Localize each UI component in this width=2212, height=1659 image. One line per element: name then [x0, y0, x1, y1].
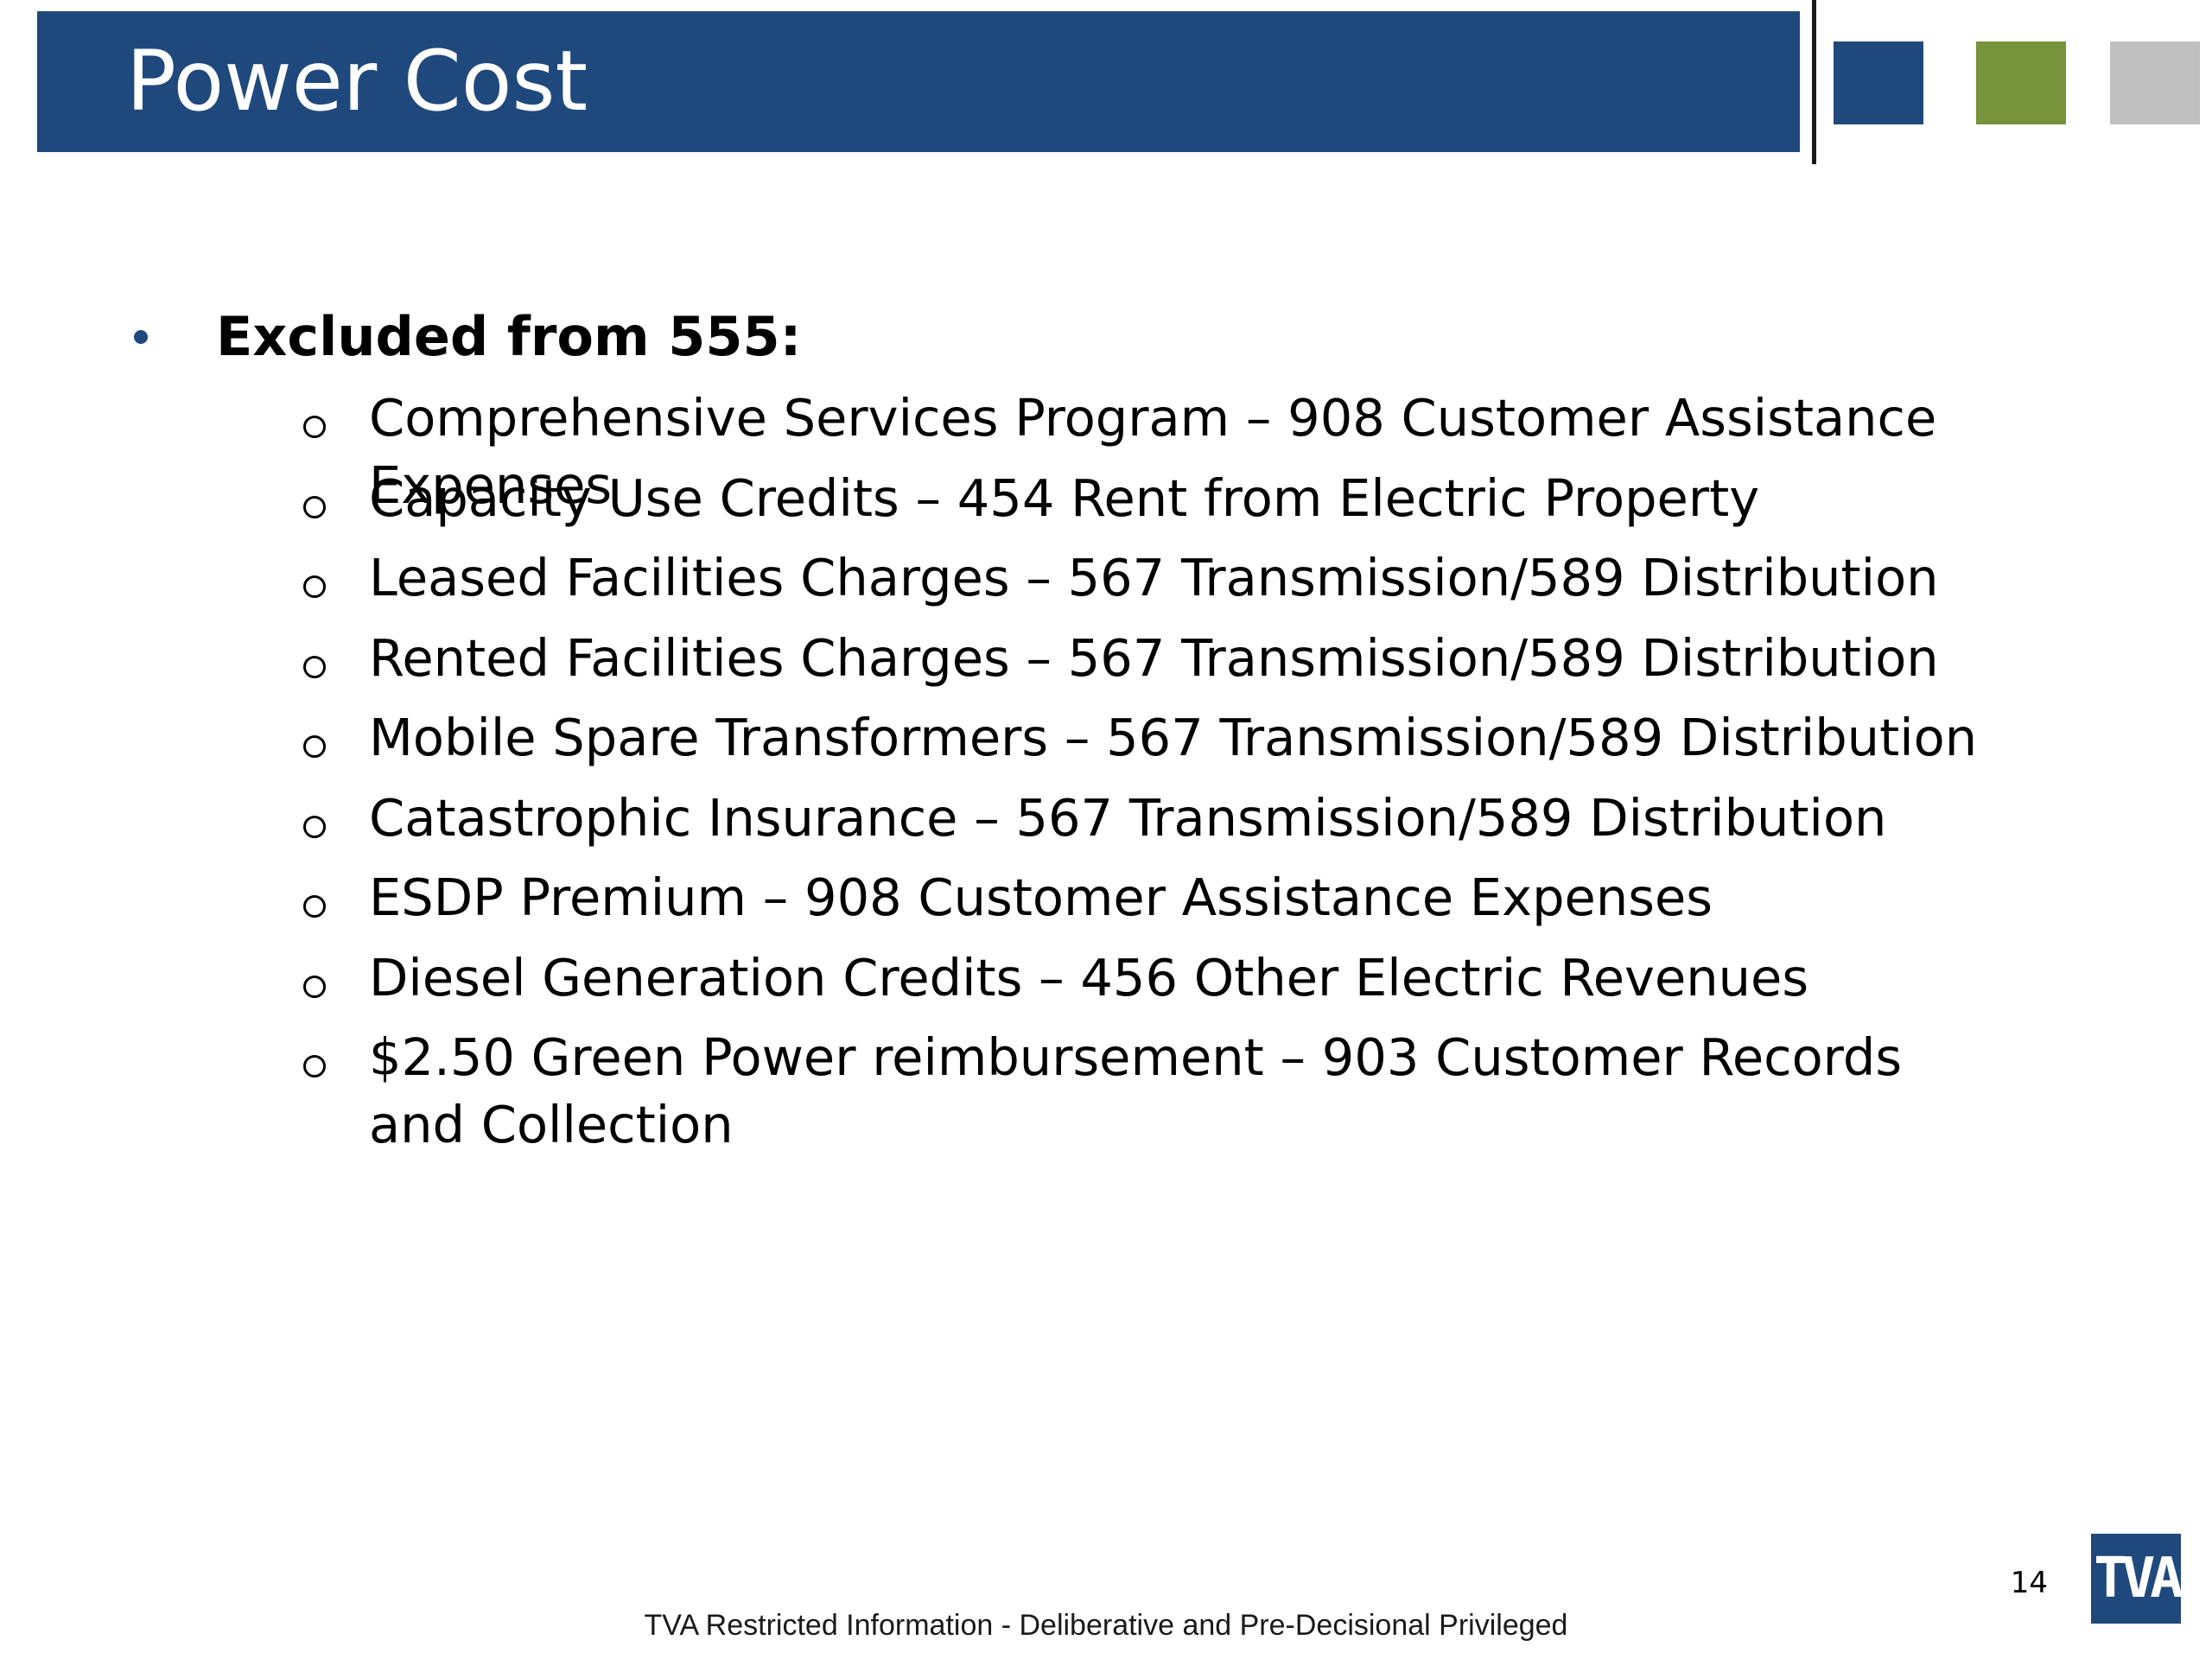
circle-bullet-icon [303, 1055, 326, 1077]
list-item-text: Capacity Use Credits – 454 Rent from Ele… [369, 468, 1760, 528]
footer-text: TVA Restricted Information - Deliberativ… [644, 1609, 1568, 1642]
circle-bullet-icon [303, 656, 326, 678]
tva-logo: TVA [2091, 1534, 2183, 1624]
decor-square-green [1976, 41, 2066, 124]
list-item-text: Mobile Spare Transformers – 567 Transmis… [369, 708, 1978, 767]
page-number: 14 [2010, 1566, 2048, 1600]
title-bar: Power Cost [37, 11, 1800, 152]
circle-bullet-icon [303, 416, 326, 438]
circle-bullet-icon [303, 575, 326, 598]
decor-square-gray [2110, 41, 2200, 124]
circle-bullet-icon [303, 496, 326, 518]
list-item-text: Rented Facilities Charges – 567 Transmis… [369, 628, 1939, 688]
list-item-text: ESDP Premium – 908 Customer Assistance E… [369, 868, 1713, 927]
circle-bullet-icon [303, 735, 326, 758]
circle-bullet-icon [303, 976, 326, 998]
bullet-icon [134, 330, 148, 344]
slide-title: Power Cost [126, 33, 588, 130]
list-item-text: $2.50 Green Power reimbursement – 903 Cu… [369, 1027, 1903, 1154]
circle-bullet-icon [303, 895, 326, 918]
list-item-text: Catastrophic Insurance – 567 Transmissio… [369, 788, 1887, 848]
list-item-text: Leased Facilities Charges – 567 Transmis… [369, 548, 1939, 607]
decor-square-blue [1834, 41, 1923, 124]
list-item-text: Comprehensive Services Program – 908 Cus… [369, 388, 1937, 515]
circle-bullet-icon [303, 816, 326, 838]
bullet-heading: Excluded from 555: [216, 305, 802, 368]
list-item-text: Diesel Generation Credits – 456 Other El… [369, 948, 1809, 1007]
header-divider [1812, 0, 1816, 164]
